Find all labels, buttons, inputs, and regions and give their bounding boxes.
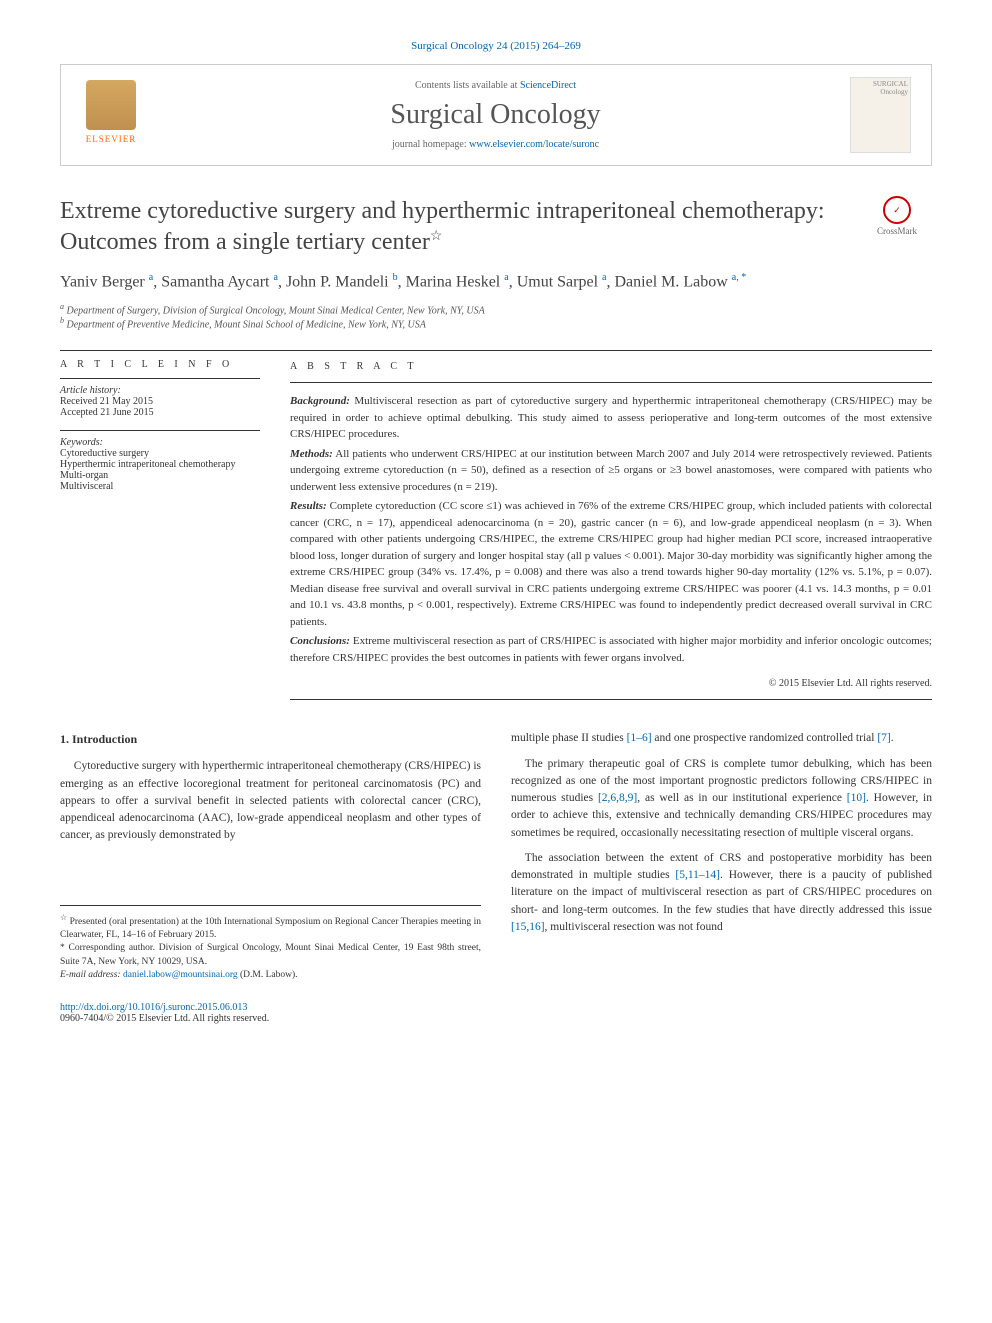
article-title: Extreme cytoreductive surgery and hypert… xyxy=(60,196,862,258)
section-heading: 1. Introduction xyxy=(60,730,481,748)
keyword: Multi-organ xyxy=(60,470,260,481)
journal-cover-thumbnail: SURGICAL Oncology xyxy=(850,77,911,153)
citation-ref[interactable]: [5,11–14] xyxy=(675,869,720,881)
homepage-line: journal homepage: www.elsevier.com/locat… xyxy=(141,139,850,150)
author-list: Yaniv Berger a, Samantha Aycart a, John … xyxy=(60,272,932,291)
article-history: Article history: Received 21 May 2015 Ac… xyxy=(60,378,260,418)
affiliation-a: Department of Surgery, Division of Surgi… xyxy=(67,305,485,316)
footnote-star: Presented (oral presentation) at the 10t… xyxy=(60,917,481,940)
homepage-link[interactable]: www.elsevier.com/locate/suronc xyxy=(469,139,599,150)
abs-background-label: Background: xyxy=(290,395,350,407)
homepage-prefix: journal homepage: xyxy=(392,139,469,150)
keywords-block: Keywords: Cytoreductive surgery Hyperthe… xyxy=(60,430,260,492)
citation-ref[interactable]: [7] xyxy=(877,732,890,744)
page-footer: http://dx.doi.org/10.1016/j.suronc.2015.… xyxy=(60,1002,932,1024)
title-text: Extreme cytoreductive surgery and hypert… xyxy=(60,198,825,255)
journal-header: ELSEVIER Contents lists available at Sci… xyxy=(60,64,932,166)
citation-ref[interactable]: [1–6] xyxy=(627,732,652,744)
abs-results: Complete cytoreduction (CC score ≤1) was… xyxy=(290,500,932,628)
keyword: Multivisceral xyxy=(60,481,260,492)
citation-ref[interactable]: [15,16] xyxy=(511,921,545,933)
body-text: 1. Introduction Cytoreductive surgery wi… xyxy=(60,730,932,982)
abs-results-label: Results: xyxy=(290,500,327,512)
citation-line: Surgical Oncology 24 (2015) 264–269 xyxy=(60,40,932,52)
publisher-logo: ELSEVIER xyxy=(81,80,141,150)
crossmark-label: CrossMark xyxy=(877,226,917,236)
abs-conclusions-label: Conclusions: xyxy=(290,635,350,647)
journal-name: Surgical Oncology xyxy=(141,99,850,131)
abstract-header: A B S T R A C T xyxy=(290,359,932,374)
doi-link[interactable]: http://dx.doi.org/10.1016/j.suronc.2015.… xyxy=(60,1002,247,1013)
section-number: 1. xyxy=(60,732,69,746)
title-footnote-star: ☆ xyxy=(430,229,443,244)
publisher-name: ELSEVIER xyxy=(86,134,137,144)
contents-available-line: Contents lists available at ScienceDirec… xyxy=(141,80,850,91)
affiliations: a Department of Surgery, Division of Sur… xyxy=(60,302,932,331)
elsevier-tree-icon xyxy=(86,80,136,130)
abstract-panel: A B S T R A C T Background: Multiviscera… xyxy=(290,359,932,700)
corresponding-label: * Corresponding author. xyxy=(60,943,155,953)
sciencedirect-link[interactable]: ScienceDirect xyxy=(520,80,576,91)
body-text-frag: multiple phase II studies xyxy=(511,732,627,744)
abs-conclusions: Extreme multivisceral resection as part … xyxy=(290,635,932,664)
affiliation-b: Department of Preventive Medicine, Mount… xyxy=(67,319,426,330)
article-info-header: A R T I C L E I N F O xyxy=(60,359,260,370)
citation-ref[interactable]: [2,6,8,9] xyxy=(598,792,637,804)
email-label: E-mail address: xyxy=(60,970,121,980)
abs-background: Multivisceral resection as part of cytor… xyxy=(290,395,932,440)
abs-methods-label: Methods: xyxy=(290,448,333,460)
email-link[interactable]: daniel.labow@mountsinai.org xyxy=(123,970,238,980)
received-date: Received 21 May 2015 xyxy=(60,396,260,407)
crossmark-badge[interactable]: ✓ CrossMark xyxy=(862,196,932,236)
body-paragraph: Cytoreductive surgery with hyperthermic … xyxy=(60,758,481,844)
keywords-label: Keywords: xyxy=(60,437,260,448)
contents-prefix: Contents lists available at xyxy=(415,80,520,91)
left-column: 1. Introduction Cytoreductive surgery wi… xyxy=(60,730,481,982)
divider xyxy=(60,350,932,351)
citation-ref[interactable]: [10] xyxy=(847,792,866,804)
section-title: Introduction xyxy=(72,732,137,746)
footnotes: ☆ Presented (oral presentation) at the 1… xyxy=(60,905,481,983)
body-text-frag: , as well as in our institutional experi… xyxy=(637,792,847,804)
issn-copyright: 0960-7404/© 2015 Elsevier Ltd. All right… xyxy=(60,1013,932,1024)
abstract-copyright: © 2015 Elsevier Ltd. All rights reserved… xyxy=(290,676,932,700)
keyword: Cytoreductive surgery xyxy=(60,448,260,459)
right-column: multiple phase II studies [1–6] and one … xyxy=(511,730,932,982)
keyword: Hyperthermic intraperitoneal chemotherap… xyxy=(60,459,260,470)
crossmark-icon: ✓ xyxy=(883,196,911,224)
accepted-date: Accepted 21 June 2015 xyxy=(60,407,260,418)
history-label: Article history: xyxy=(60,385,260,396)
abs-methods: All patients who underwent CRS/HIPEC at … xyxy=(290,448,932,493)
body-text-frag: and one prospective randomized controlle… xyxy=(652,732,878,744)
body-text-frag: . xyxy=(891,732,894,744)
body-text-frag: , multivisceral resection was not found xyxy=(545,921,723,933)
email-suffix: (D.M. Labow). xyxy=(240,970,298,980)
article-info-panel: A R T I C L E I N F O Article history: R… xyxy=(60,359,260,700)
